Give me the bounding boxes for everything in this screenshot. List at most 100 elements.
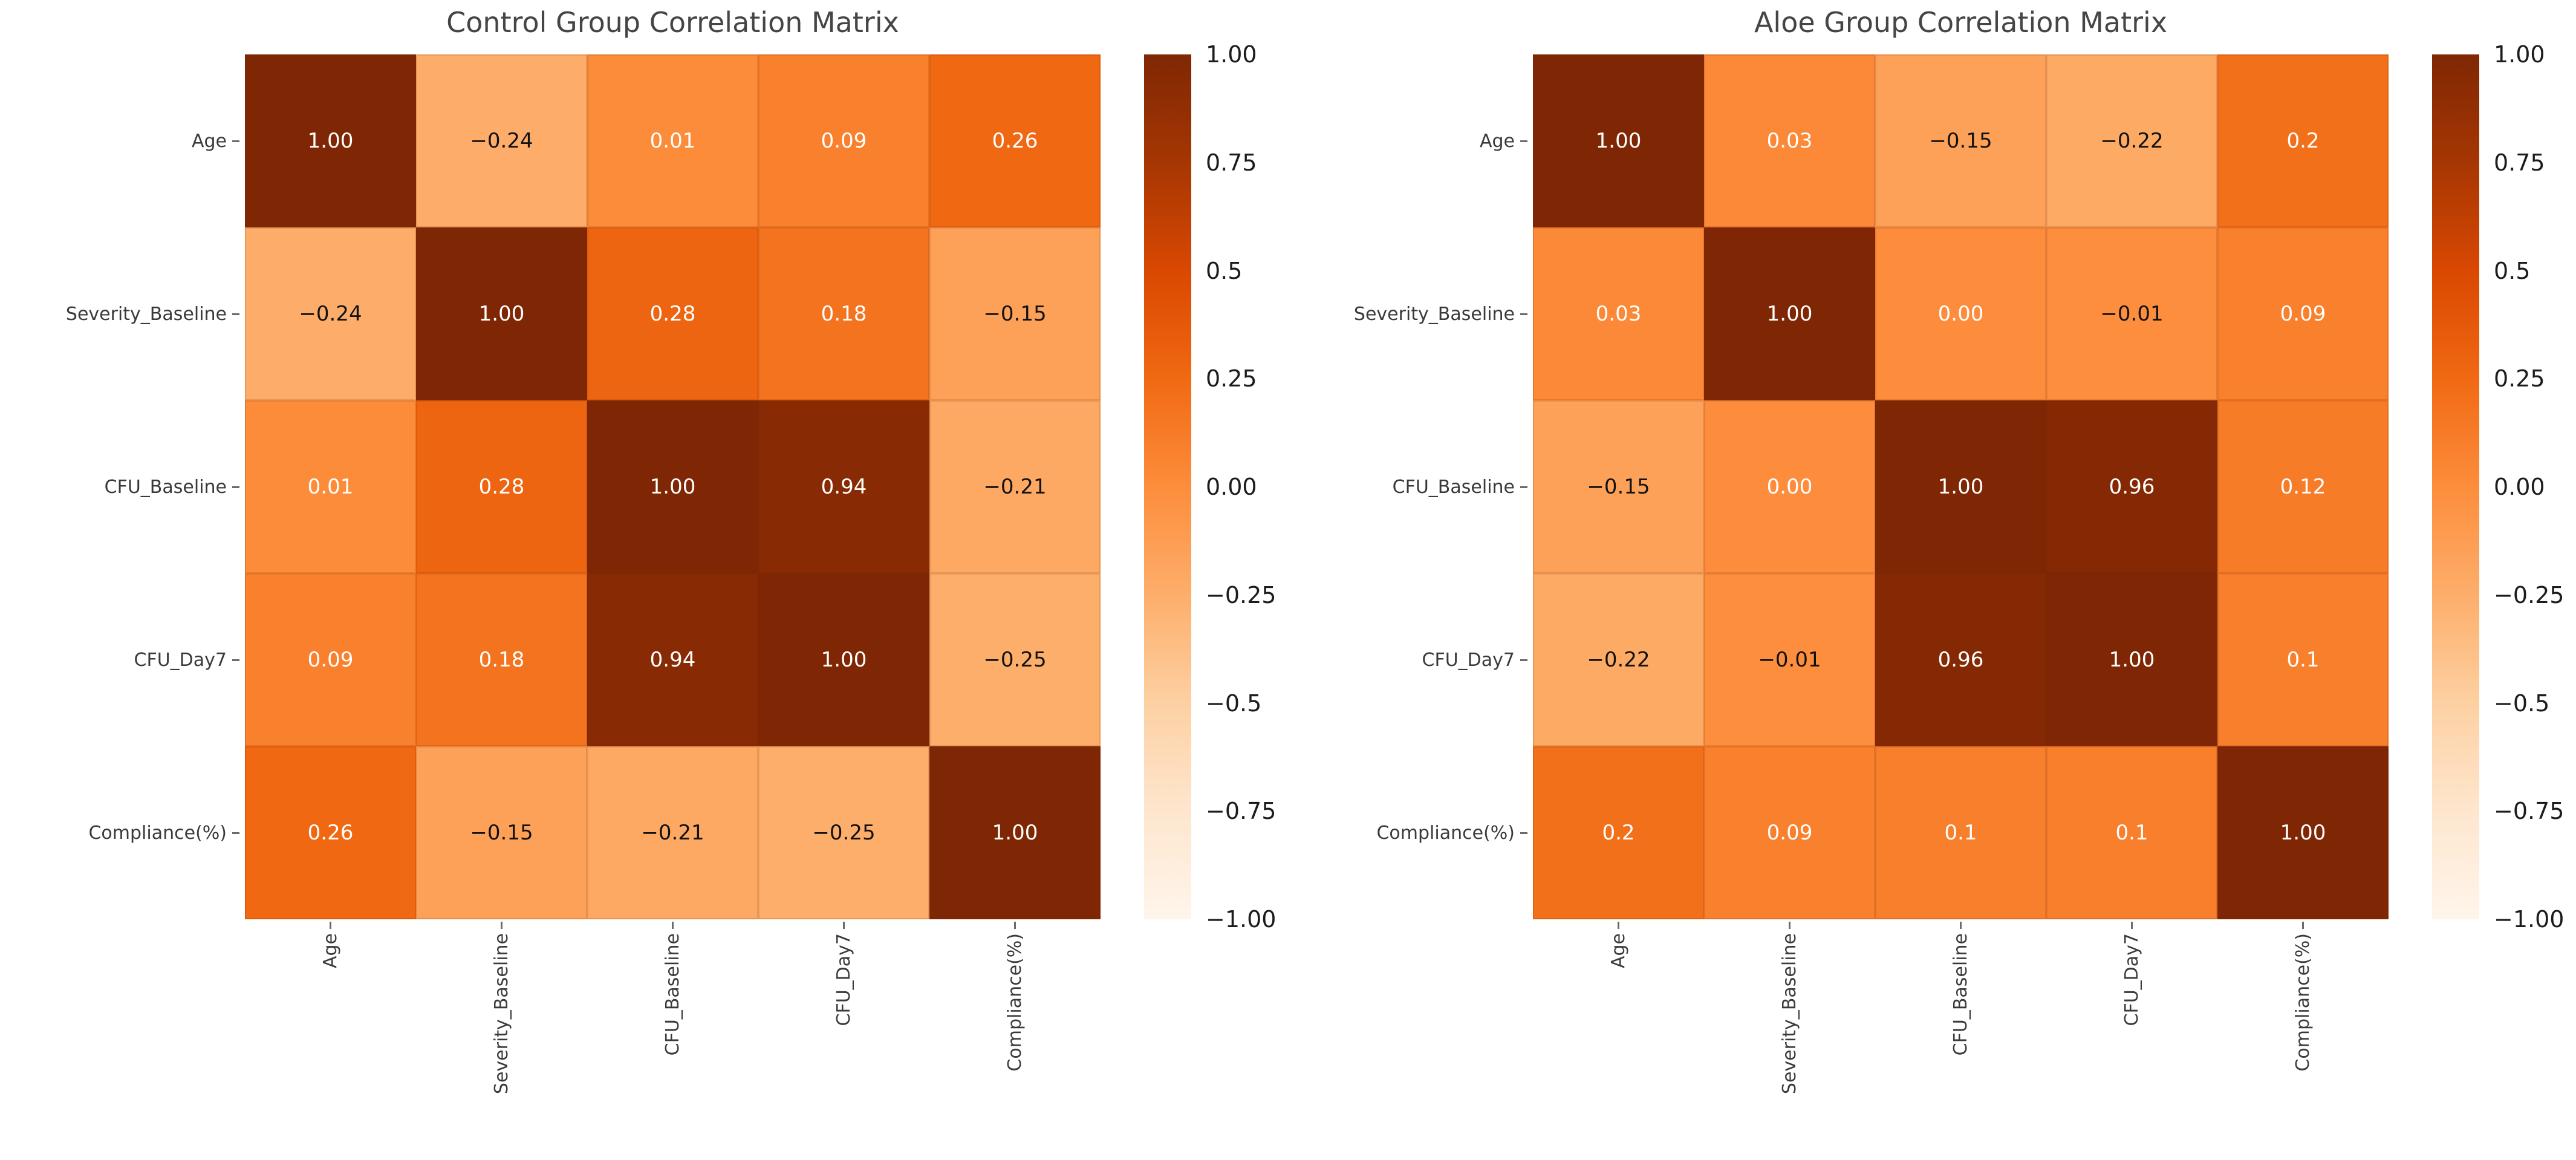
x-tick-label: CFU_Day7 <box>2046 922 2217 1158</box>
heatmap-cell: 0.00 <box>1875 227 2046 400</box>
heatmap-cell: 1.00 <box>758 573 929 746</box>
y-tick-mark <box>232 486 239 488</box>
x-tick-label: Compliance(%) <box>2217 922 2389 1158</box>
cell-value: −0.15 <box>983 302 1047 326</box>
x-tick-label: CFU_Baseline <box>1875 922 2046 1158</box>
heatmap-cell: 1.00 <box>2217 746 2389 919</box>
heatmap-cell: 0.26 <box>245 746 416 919</box>
colorbar-tick-label: 0.25 <box>2494 365 2545 393</box>
cell-value: 0.2 <box>2286 129 2320 153</box>
heatmap-cell: 1.00 <box>2046 573 2217 746</box>
heatmap-cell: 0.28 <box>416 400 587 573</box>
x-tick-mark <box>330 922 331 929</box>
x-tick-mark <box>672 922 674 929</box>
x-tick-mark <box>1014 922 1016 929</box>
y-tick-label: Severity_Baseline <box>1288 227 1529 400</box>
x-tick-text: Age <box>320 933 341 969</box>
y-tick-label: Age <box>1288 54 1529 227</box>
cell-value: 1.00 <box>1595 129 1642 153</box>
colorbar-tick-label: 0.00 <box>2494 474 2545 500</box>
heatmap-cell: 0.2 <box>1533 746 1704 919</box>
cell-value: 0.94 <box>821 475 867 499</box>
colorbar-tick-label: −0.5 <box>1206 689 1262 717</box>
y-tick-label: CFU_Baseline <box>0 400 241 573</box>
cell-value: 0.1 <box>2286 648 2320 672</box>
cell-value: 1.00 <box>478 302 525 326</box>
y-tick-mark <box>232 313 239 315</box>
cell-value: −0.22 <box>2100 129 2164 153</box>
cell-value: 1.00 <box>1766 302 1813 326</box>
y-tick-text: CFU_Baseline <box>1392 476 1515 498</box>
heatmap-cell: 0.18 <box>758 227 929 400</box>
cell-value: −0.01 <box>2100 302 2164 326</box>
heatmap-cell: 0.2 <box>2217 54 2389 227</box>
colorbar-tick-label: 1.00 <box>2494 41 2545 68</box>
cell-value: 1.00 <box>307 129 354 153</box>
cell-value: −0.25 <box>812 821 876 845</box>
heatmap-cell: 0.03 <box>1533 227 1704 400</box>
x-tick-text: Compliance(%) <box>1004 933 1026 1072</box>
heatmap-cell: 0.18 <box>416 573 587 746</box>
colorbar-tick-label: 1.00 <box>1206 41 1257 68</box>
cell-value: 0.18 <box>478 648 525 672</box>
x-tick-mark <box>2302 922 2304 929</box>
x-tick-label: Age <box>1533 922 1704 1158</box>
cell-value: −0.01 <box>1758 648 1821 672</box>
heatmap-cell: 1.00 <box>929 746 1101 919</box>
y-tick-label: CFU_Day7 <box>1288 573 1529 746</box>
cell-value: 0.00 <box>1937 302 1984 326</box>
y-tick-text: CFU_Day7 <box>134 649 227 671</box>
y-tick-mark <box>1520 659 1527 661</box>
x-axis-tick-labels: Age Severity_Baseline CFU_Baseline CFU_Day7… <box>245 922 1101 1158</box>
y-tick-label: Age <box>0 54 241 227</box>
heatmap-cell: 0.01 <box>245 400 416 573</box>
colorbar-tick-label: 0.00 <box>1206 474 1257 500</box>
y-tick-text: CFU_Baseline <box>104 476 227 498</box>
cell-value: 0.28 <box>649 302 696 326</box>
y-tick-text: Age <box>191 130 227 152</box>
y-tick-mark <box>1520 486 1527 488</box>
cell-value: 0.00 <box>1766 475 1813 499</box>
y-tick-text: Severity_Baseline <box>1353 303 1515 325</box>
y-tick-mark <box>232 140 239 142</box>
cell-value: 0.96 <box>1937 648 1984 672</box>
heatmap-cell: 0.12 <box>2217 400 2389 573</box>
colorbar-tick-labels: 1.00 0.75 0.5 0.25 0.00 −0.25 −0.5 −0.75 −1.00 <box>1206 41 1339 933</box>
colorbar-tick-label: −1.00 <box>1206 906 1277 933</box>
heatmap-cell: −0.25 <box>758 746 929 919</box>
cell-value: 0.12 <box>2280 475 2326 499</box>
cell-value: 0.09 <box>1766 821 1813 845</box>
colorbar-tick-label: 0.75 <box>1206 149 1257 176</box>
heatmap-cell: 0.1 <box>2046 746 2217 919</box>
x-tick-mark <box>501 922 503 929</box>
heatmap-cell: −0.15 <box>416 746 587 919</box>
heatmap-cell: 0.01 <box>587 54 758 227</box>
heatmap-cell: 0.09 <box>758 54 929 227</box>
chart-title: Aloe Group Correlation Matrix <box>1754 6 2168 39</box>
cell-value: 0.03 <box>1766 129 1813 153</box>
heatmap-cell: −0.15 <box>1533 400 1704 573</box>
x-tick-text: Severity_Baseline <box>491 933 512 1095</box>
cell-value: −0.25 <box>983 648 1047 672</box>
cell-value: 0.1 <box>2115 821 2148 845</box>
x-tick-label: CFU_Day7 <box>758 922 929 1158</box>
x-tick-mark <box>1960 922 1962 929</box>
x-tick-text: CFU_Baseline <box>1950 933 1971 1056</box>
cell-value: 1.00 <box>649 475 696 499</box>
colorbar-tick-label: −0.75 <box>1206 798 1277 825</box>
colorbar-gradient <box>2432 54 2479 919</box>
heatmap-cell: 0.94 <box>758 400 929 573</box>
x-tick-text: Age <box>1608 933 1629 969</box>
heatmap-cell: 0.28 <box>587 227 758 400</box>
heatmap-cell: −0.01 <box>2046 227 2217 400</box>
heatmap-grid: 1.00 0.03 −0.15 −0.22 0.2 0.03 1.00 0.00 −0.01 0.… <box>1533 54 2389 919</box>
cell-value: 1.00 <box>2280 821 2326 845</box>
x-axis-tick-labels: Age Severity_Baseline CFU_Baseline CFU_Day7… <box>1533 922 2389 1158</box>
cell-value: 0.01 <box>649 129 696 153</box>
cell-value: 0.26 <box>992 129 1038 153</box>
x-tick-text: Severity_Baseline <box>1779 933 1800 1095</box>
x-tick-mark <box>843 922 845 929</box>
heatmap-cell: 0.96 <box>1875 573 2046 746</box>
colorbar-tick-label: −0.25 <box>1206 581 1277 608</box>
